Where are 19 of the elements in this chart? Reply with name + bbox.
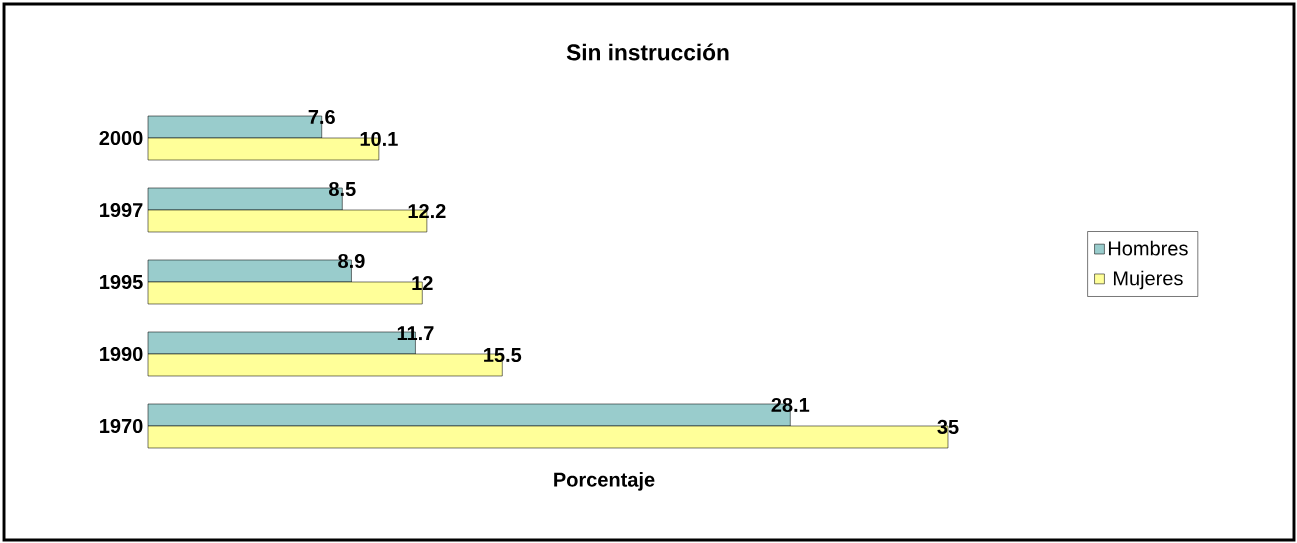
data-label: 28.1 bbox=[771, 397, 810, 413]
x-axis-title: Porcentaje bbox=[554, 472, 655, 491]
y-tick-label: 1997 bbox=[100, 202, 143, 218]
legend-label: Mujeres bbox=[1113, 270, 1183, 290]
data-label: 35 bbox=[937, 419, 959, 435]
data-label: 8.5 bbox=[329, 181, 356, 197]
chart-title: Sin instrucción bbox=[566, 43, 729, 61]
data-label: 10.1 bbox=[360, 131, 398, 147]
data-label: 11.7 bbox=[397, 326, 434, 341]
y-tick-label: 2000 bbox=[99, 130, 143, 146]
data-label: 12.2 bbox=[408, 204, 446, 219]
data-label: 7.6 bbox=[308, 109, 335, 125]
data-label: 12 bbox=[412, 276, 433, 291]
data-label: 8.9 bbox=[338, 253, 365, 269]
legend-label: Hombres bbox=[1108, 240, 1188, 256]
y-tick-label: 1995 bbox=[100, 274, 143, 290]
data-label: 15.5 bbox=[484, 348, 522, 363]
y-tick-label: 1970 bbox=[100, 418, 143, 434]
y-tick-label: 1990 bbox=[100, 346, 143, 362]
